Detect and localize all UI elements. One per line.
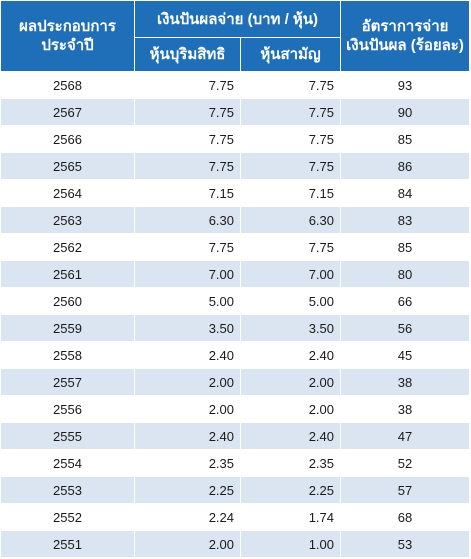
cell-year: 2565 bbox=[0, 152, 135, 180]
cell-payout: 52 bbox=[340, 449, 471, 477]
cell-payout: 47 bbox=[340, 422, 471, 450]
cell-payout: 90 bbox=[340, 98, 471, 126]
header-payout-ratio: อัตราการจ่ายเงินปันผล (ร้อยละ) bbox=[340, 0, 471, 72]
cell-common: 6.30 bbox=[239, 206, 342, 234]
table-row: 2566 7.75 7.75 85 bbox=[0, 125, 471, 153]
cell-payout: 84 bbox=[340, 179, 471, 207]
cell-common: 2.00 bbox=[239, 368, 342, 396]
cell-year: 2557 bbox=[0, 368, 135, 396]
header-common-shares: หุ้นสามัญ bbox=[239, 37, 342, 72]
cell-year: 2553 bbox=[0, 476, 135, 504]
cell-preferred: 2.40 bbox=[134, 341, 241, 369]
cell-common: 2.40 bbox=[239, 341, 342, 369]
cell-preferred: 7.75 bbox=[134, 98, 241, 126]
table-row: 2558 2.40 2.40 45 bbox=[0, 341, 471, 369]
table-row: 2564 7.15 7.15 84 bbox=[0, 179, 471, 207]
cell-year: 2558 bbox=[0, 341, 135, 369]
cell-common: 7.15 bbox=[239, 179, 342, 207]
cell-common: 7.75 bbox=[239, 233, 342, 261]
table-body: 2568 7.75 7.75 93 2567 7.75 7.75 90 2566 7.75 7.75… bbox=[0, 71, 471, 558]
cell-payout: 57 bbox=[340, 476, 471, 504]
table-row: 2568 7.75 7.75 93 bbox=[0, 71, 471, 99]
cell-payout: 66 bbox=[340, 287, 471, 315]
cell-common: 2.25 bbox=[239, 476, 342, 504]
cell-preferred: 2.40 bbox=[134, 422, 241, 450]
cell-year: 2560 bbox=[0, 287, 135, 315]
cell-payout: 38 bbox=[340, 395, 471, 423]
cell-year: 2555 bbox=[0, 422, 135, 450]
cell-common: 7.75 bbox=[239, 71, 342, 99]
cell-common: 7.00 bbox=[239, 260, 342, 288]
cell-year: 2554 bbox=[0, 449, 135, 477]
cell-preferred: 5.00 bbox=[134, 287, 241, 315]
cell-preferred: 7.75 bbox=[134, 71, 241, 99]
cell-preferred: 2.35 bbox=[134, 449, 241, 477]
cell-preferred: 6.30 bbox=[134, 206, 241, 234]
cell-preferred: 2.00 bbox=[134, 395, 241, 423]
cell-common: 2.35 bbox=[239, 449, 342, 477]
cell-preferred: 7.75 bbox=[134, 152, 241, 180]
cell-payout: 83 bbox=[340, 206, 471, 234]
header-dividend-group: เงินปันผลจ่าย (บาท / หุ้น) bbox=[133, 0, 342, 38]
cell-year: 2564 bbox=[0, 179, 135, 207]
cell-year: 2568 bbox=[0, 71, 135, 99]
table-row: 2556 2.00 2.00 38 bbox=[0, 395, 471, 423]
cell-year: 2561 bbox=[0, 260, 135, 288]
cell-common: 2.40 bbox=[239, 422, 342, 450]
cell-preferred: 2.24 bbox=[134, 503, 241, 531]
table-row: 2552 2.24 1.74 68 bbox=[0, 503, 471, 531]
cell-payout: 80 bbox=[340, 260, 471, 288]
cell-payout: 86 bbox=[340, 152, 471, 180]
table-row: 2562 7.75 7.75 85 bbox=[0, 233, 471, 261]
cell-common: 2.00 bbox=[239, 395, 342, 423]
header-preferred-shares: หุ้นบุริมสิทธิ bbox=[134, 37, 241, 72]
cell-common: 1.74 bbox=[239, 503, 342, 531]
cell-common: 7.75 bbox=[239, 98, 342, 126]
cell-year: 2567 bbox=[0, 98, 135, 126]
table-row: 2560 5.00 5.00 66 bbox=[0, 287, 471, 315]
cell-common: 5.00 bbox=[239, 287, 342, 315]
cell-common: 7.75 bbox=[239, 125, 342, 153]
cell-preferred: 2.00 bbox=[134, 530, 241, 558]
cell-payout: 45 bbox=[340, 341, 471, 369]
table-row: 2563 6.30 6.30 83 bbox=[0, 206, 471, 234]
cell-common: 7.75 bbox=[239, 152, 342, 180]
cell-payout: 93 bbox=[340, 71, 471, 99]
cell-payout: 68 bbox=[340, 503, 471, 531]
cell-year: 2559 bbox=[0, 314, 135, 342]
cell-common: 1.00 bbox=[239, 530, 342, 558]
cell-year: 2563 bbox=[0, 206, 135, 234]
cell-preferred: 7.75 bbox=[134, 125, 241, 153]
table-row: 2555 2.40 2.40 47 bbox=[0, 422, 471, 450]
cell-year: 2552 bbox=[0, 503, 135, 531]
table-header: ผลประกอบการประจำปี เงินปันผลจ่าย (บาท / … bbox=[0, 0, 471, 72]
cell-payout: 38 bbox=[340, 368, 471, 396]
header-year: ผลประกอบการประจำปี bbox=[0, 0, 135, 72]
table-row: 2557 2.00 2.00 38 bbox=[0, 368, 471, 396]
cell-year: 2562 bbox=[0, 233, 135, 261]
table-row: 2561 7.00 7.00 80 bbox=[0, 260, 471, 288]
cell-payout: 85 bbox=[340, 125, 471, 153]
cell-year: 2556 bbox=[0, 395, 135, 423]
table-row: 2567 7.75 7.75 90 bbox=[0, 98, 471, 126]
table-row: 2565 7.75 7.75 86 bbox=[0, 152, 471, 180]
cell-payout: 85 bbox=[340, 233, 471, 261]
cell-preferred: 7.15 bbox=[134, 179, 241, 207]
table-row: 2553 2.25 2.25 57 bbox=[0, 476, 471, 504]
cell-common: 3.50 bbox=[239, 314, 342, 342]
cell-preferred: 3.50 bbox=[134, 314, 241, 342]
cell-preferred: 2.00 bbox=[134, 368, 241, 396]
table-row: 2559 3.50 3.50 56 bbox=[0, 314, 471, 342]
cell-year: 2566 bbox=[0, 125, 135, 153]
cell-preferred: 7.00 bbox=[134, 260, 241, 288]
cell-preferred: 2.25 bbox=[134, 476, 241, 504]
table-row: 2551 2.00 1.00 53 bbox=[0, 530, 471, 558]
cell-preferred: 7.75 bbox=[134, 233, 241, 261]
cell-payout: 56 bbox=[340, 314, 471, 342]
cell-payout: 53 bbox=[340, 530, 471, 558]
cell-year: 2551 bbox=[0, 530, 135, 558]
table-row: 2554 2.35 2.35 52 bbox=[0, 449, 471, 477]
